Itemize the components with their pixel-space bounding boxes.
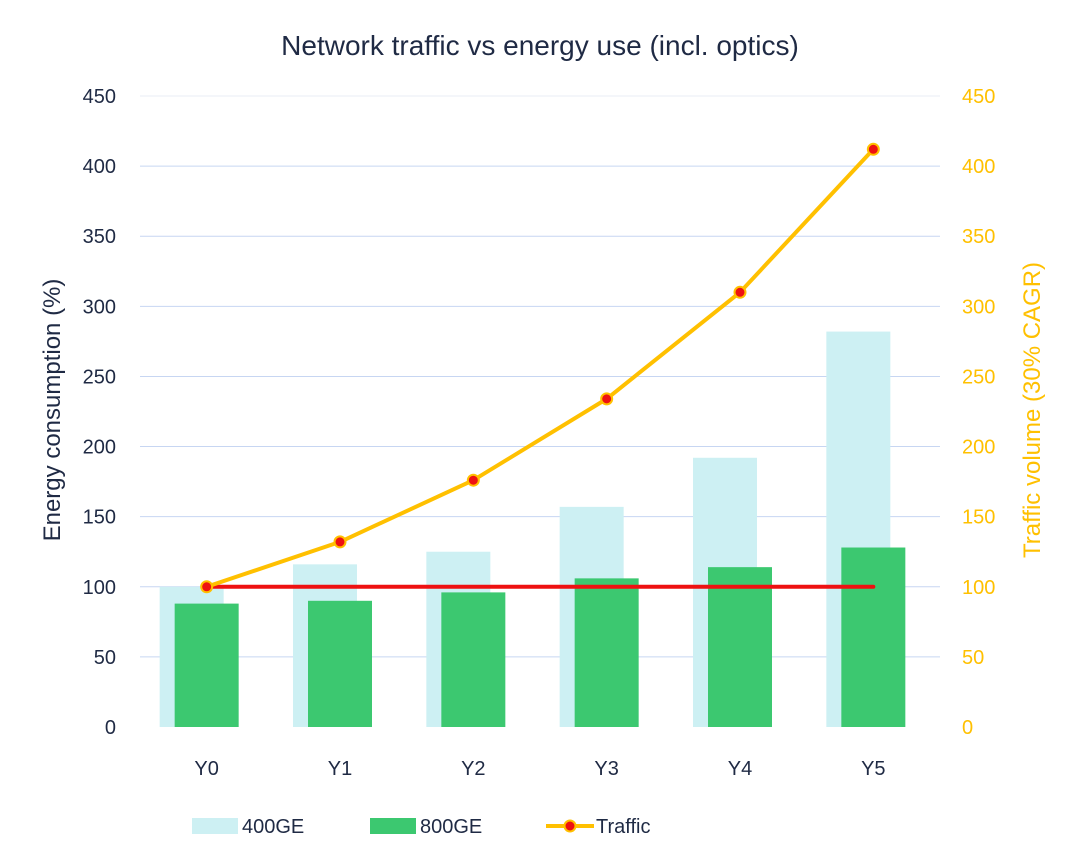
legend-label: 800GE [420,816,482,838]
bars [159,331,906,727]
y-left-tick-label: 350 [83,226,116,248]
legend-swatch-800ge [370,818,416,834]
traffic-marker [866,142,880,156]
legend-label: Traffic [596,816,650,838]
bar-800ge [708,567,772,727]
bar-800ge [574,578,639,727]
y-right-tick-label: 350 [962,226,995,248]
y-right-tick-label: 200 [962,437,995,459]
y-axis-left-title: Energy consumption (%) [39,279,66,542]
y-right-tick-label: 450 [962,86,995,108]
traffic-line-path [206,147,875,589]
traffic-marker [333,535,347,549]
y-right-tick-label: 400 [962,156,995,178]
traffic-marker [466,473,480,487]
y-right-tick-label: 250 [962,366,995,388]
legend-item-400ge: 400GE [192,816,304,838]
traffic-marker [733,285,747,299]
y-left-tick-label: 450 [83,86,116,108]
y-left-tick-label: 100 [83,577,116,599]
x-tick-label: Y4 [728,758,752,780]
x-tick-label: Y3 [594,758,618,780]
legend-item-800ge: 800GE [370,816,482,838]
x-tick-label: Y1 [328,758,352,780]
traffic-marker [600,392,614,406]
y-right-tick-label: 0 [962,717,973,739]
y-left-tick-label: 200 [83,437,116,459]
legend: 400GE 800GE Traffic [192,816,650,838]
y-left-tick-label: 0 [105,717,116,739]
gridlines [140,95,940,658]
bar-800ge [174,603,239,727]
traffic-marker [200,580,214,594]
x-tick-label: Y0 [194,758,218,780]
x-tick-label: Y5 [861,758,885,780]
x-tick-label: Y2 [461,758,485,780]
bar-800ge [308,600,372,727]
y-right-tick-label: 300 [962,296,995,318]
legend-label: 400GE [242,816,304,838]
legend-swatch-400ge [192,818,238,834]
legend-item-traffic: Traffic [546,816,650,838]
bar-800ge [441,592,506,727]
bar-800ge [841,547,906,727]
y-left-tick-label: 150 [83,507,116,529]
traffic-line [200,142,880,594]
y-right-tick-label: 50 [962,647,984,669]
y-left-tick-label: 250 [83,366,116,388]
y-left-tick-label: 300 [83,296,116,318]
y-right-tick-label: 100 [962,577,995,599]
y-right-tick-label: 150 [962,507,995,529]
y-left-tick-label: 50 [94,647,116,669]
tick-labels: 0 50 100 150 200 250 300 350 400 450 0 50 100 150 200 2… [83,86,996,780]
chart-title: Network traffic vs energy use (incl. opt… [281,30,799,61]
y-axis-right-title: Traffic volume (30% CAGR) [1019,262,1046,558]
y-left-tick-label: 400 [83,156,116,178]
legend-marker-traffic [563,819,577,833]
